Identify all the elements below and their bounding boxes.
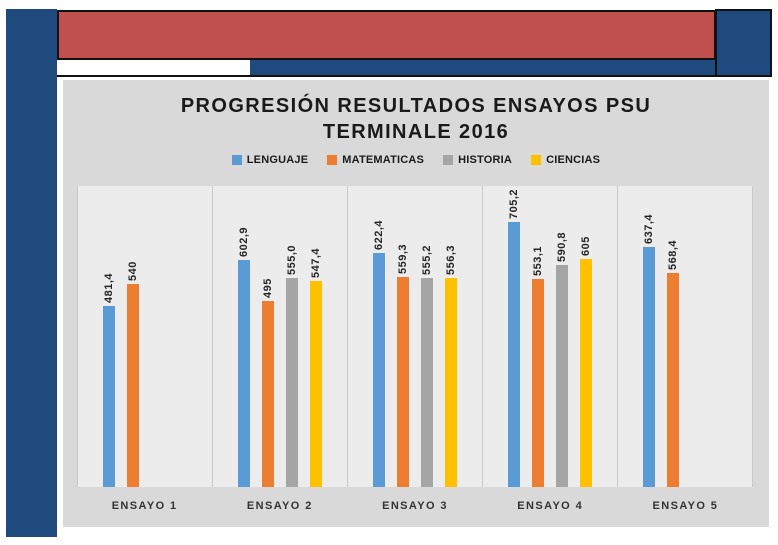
- bar-slot: 622,4: [373, 186, 385, 487]
- matematicas-bar: 568,4: [667, 240, 679, 487]
- bar-slot: 555,0: [286, 186, 298, 487]
- legend-marker: [443, 155, 454, 165]
- historia-bar: 590,8: [556, 232, 568, 487]
- bar-value-label: 556,3: [445, 244, 457, 275]
- bar-value-label: 568,4: [667, 240, 679, 271]
- top-right-accent-block: [715, 9, 772, 77]
- bar-value-label: 555,2: [421, 245, 433, 276]
- lenguaje-bar: 637,4: [643, 214, 655, 487]
- bar-slot: 540: [127, 186, 139, 487]
- legend-marker: [531, 155, 542, 165]
- chart-title-line-1: PROGRESIÓN RESULTADOS ENSAYOS PSU: [180, 95, 652, 117]
- banner-substrip-white: [57, 60, 250, 77]
- bar-slot: 555,2: [421, 186, 433, 487]
- bar-slot: 553,1: [532, 186, 544, 487]
- legend-marker: [231, 155, 242, 165]
- bar-slot: 559,3: [397, 186, 409, 487]
- bar-value-label: 555,0: [286, 245, 298, 276]
- bar-value-label: 547,4: [310, 248, 322, 279]
- bar-value-label: 705,2: [508, 188, 520, 219]
- bar-slot: [715, 186, 727, 487]
- legend-item: CIENCIAS: [531, 154, 600, 166]
- bar-value-label: 553,1: [532, 245, 544, 276]
- category-pane: 602,9 495 555,0 547,4: [213, 186, 348, 487]
- category-axis: ENSAYO 1 ENSAYO 2 ENSAYO 3 ENSAYO 4 ENSAYO 5: [77, 487, 753, 527]
- left-accent-bar: [6, 9, 57, 537]
- bar-slot: 556,3: [445, 186, 457, 487]
- historia-bar: 555,0: [286, 245, 298, 487]
- legend-label: MATEMATICAS: [342, 154, 425, 166]
- bar-value-label: 637,4: [643, 214, 655, 245]
- bar-slot: 481,4: [103, 186, 115, 487]
- bar-slot: 637,4: [643, 186, 655, 487]
- legend-item: LENGUAJE: [231, 154, 309, 166]
- bar-slot: 705,2: [508, 186, 520, 487]
- category-pane: 481,4 540: [78, 186, 213, 487]
- category-pane: 705,2 553,1 590,8 605: [483, 186, 618, 487]
- bar-value-label: 590,8: [556, 231, 568, 262]
- ciencias-bar: 556,3: [445, 245, 457, 487]
- category-pane: 622,4 559,3 555,2 556,3: [348, 186, 483, 487]
- matematicas-bar: 495: [262, 278, 274, 487]
- historia-bar: 555,2: [421, 245, 433, 487]
- bar-slot: [151, 186, 163, 487]
- category-pane: 637,4 568,4: [618, 186, 752, 487]
- legend-item: MATEMATICAS: [327, 154, 424, 166]
- banner-substrip-blue: [250, 60, 716, 77]
- bar-value-label: 605: [580, 236, 592, 257]
- bar-value-label: 559,3: [397, 243, 409, 274]
- category-label: ENSAYO 3: [382, 500, 448, 512]
- matematicas-bar: 553,1: [532, 246, 544, 487]
- plot-area: 481,4 540 602,9 495 555,0 547,4 622,4 559,3 555,…: [77, 186, 753, 487]
- lenguaje-bar: 705,2: [508, 189, 520, 487]
- ciencias-bar: 547,4: [310, 248, 322, 487]
- legend-label: CIENCIAS: [546, 154, 601, 166]
- legend-label: HISTORIA: [458, 154, 513, 166]
- legend-item: HISTORIA: [443, 154, 512, 166]
- bar-slot: 602,9: [238, 186, 250, 487]
- bar-slot: 547,4: [310, 186, 322, 487]
- bar-slot: 568,4: [667, 186, 679, 487]
- chart-title-line-2: TERMINALE 2016: [322, 121, 510, 143]
- bar-slot: 495: [262, 186, 274, 487]
- bar-slot: [691, 186, 703, 487]
- category-label: ENSAYO 5: [652, 500, 719, 512]
- bar-value-label: 495: [262, 277, 274, 298]
- top-banner: [57, 10, 716, 60]
- category-label: ENSAYO 1: [111, 500, 178, 512]
- matematicas-bar: 540: [127, 261, 139, 487]
- bar-slot: [175, 186, 187, 487]
- bar-slot: 605: [580, 186, 592, 487]
- bar-value-label: 602,9: [238, 227, 250, 258]
- lenguaje-bar: 602,9: [238, 227, 250, 487]
- bar-value-label: 481,4: [103, 272, 115, 303]
- bar-value-label: 540: [127, 260, 139, 281]
- bar-value-label: 622,4: [373, 219, 385, 250]
- bar-slot: 590,8: [556, 186, 568, 487]
- chart-legend: LENGUAJE MATEMATICAS HISTORIA CIENCIAS: [63, 154, 769, 166]
- lenguaje-bar: 622,4: [373, 220, 385, 487]
- ciencias-bar: 605: [580, 237, 592, 487]
- category-label: ENSAYO 2: [246, 500, 313, 512]
- chart-panel: PROGRESIÓN RESULTADOS ENSAYOS PSU TERMIN…: [63, 80, 769, 527]
- matematicas-bar: 559,3: [397, 244, 409, 487]
- chart-title: PROGRESIÓN RESULTADOS ENSAYOS PSU TERMIN…: [63, 80, 769, 145]
- legend-label: LENGUAJE: [246, 154, 309, 166]
- lenguaje-bar: 481,4: [103, 273, 115, 487]
- category-label: ENSAYO 4: [517, 500, 584, 512]
- legend-marker: [327, 155, 338, 165]
